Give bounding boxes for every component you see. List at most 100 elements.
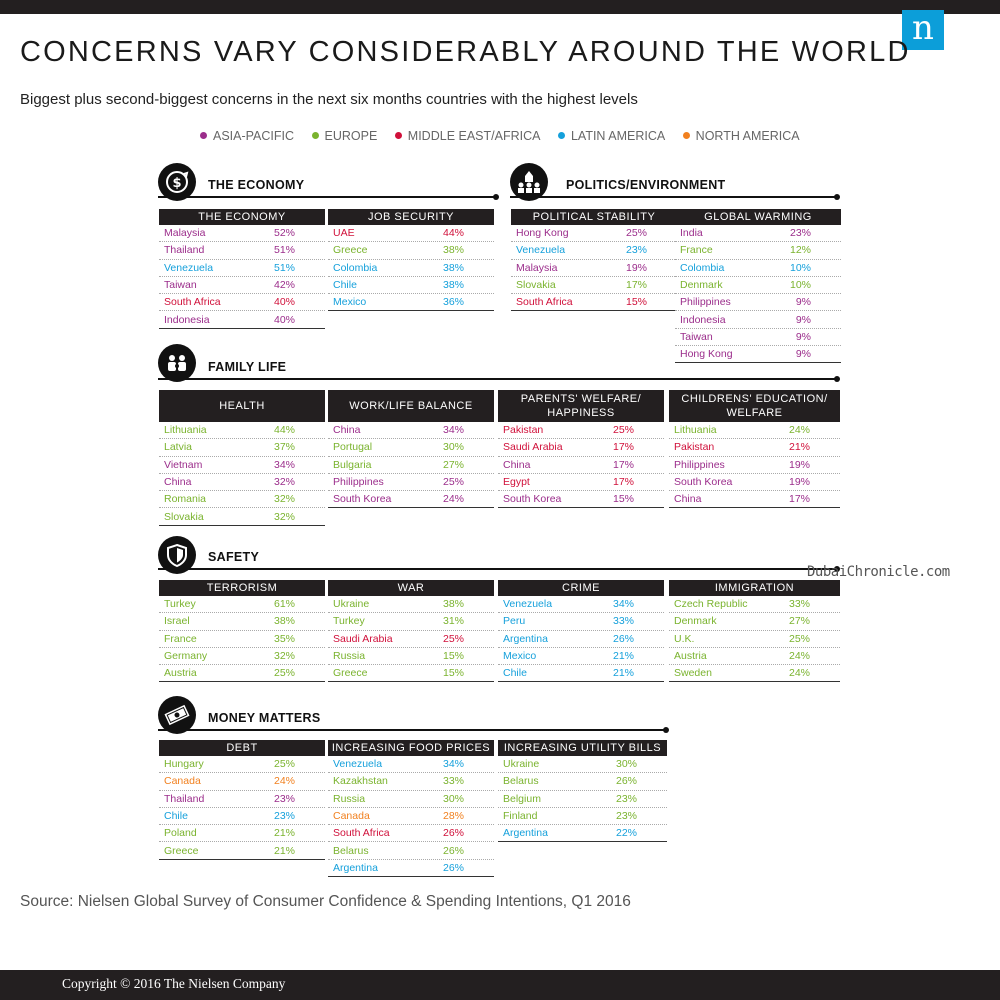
table-row: South Korea 24% xyxy=(328,491,494,509)
table-header: INCREASING UTILITY BILLS xyxy=(498,740,667,756)
page-title: CONCERNS VARY CONSIDERABLY AROUND THE WO… xyxy=(20,36,911,68)
table-parents-welfare: PARENTS' WELFARE/HAPPINESS Pakistan 25% S… xyxy=(498,390,664,509)
country: South Korea xyxy=(503,493,562,506)
legend-item-europe: EUROPE xyxy=(311,129,377,143)
country: Ukraine xyxy=(503,758,540,771)
value: 17% xyxy=(612,476,634,489)
header-line: PARENTS' WELFARE/ xyxy=(520,393,642,405)
table-the-economy: THE ECONOMY Malaysia 52% Thailand 51% Vene… xyxy=(159,209,325,329)
section-title-politics: POLITICS/ENVIRONMENT xyxy=(566,178,726,192)
copyright-text: Copyright © 2016 The Nielsen Company xyxy=(62,976,286,991)
table-row: Belarus 26% xyxy=(328,842,494,860)
country: Denmark xyxy=(680,279,723,292)
value: 25% xyxy=(442,632,464,645)
country: Germany xyxy=(164,650,208,663)
table-row: China 17% xyxy=(498,457,664,474)
table-war: WAR Ukraine 38% Turkey 31% Saudi Arabia 25%… xyxy=(328,580,494,683)
country: Austria xyxy=(674,650,707,663)
legend-dot xyxy=(311,132,319,139)
table-header: CHILDRENS' EDUCATION/WELFARE xyxy=(669,390,840,422)
country: Philippines xyxy=(680,296,731,309)
value: 33% xyxy=(442,775,464,788)
country: Belarus xyxy=(503,775,539,788)
value: 25% xyxy=(442,476,464,489)
legend-item-middle-east-africa: MIDDLE EAST/AFRICA xyxy=(394,129,540,143)
value: 22% xyxy=(615,827,637,840)
country: Chile xyxy=(503,667,527,680)
country: Hong Kong xyxy=(680,348,733,361)
country: Argentina xyxy=(503,827,548,840)
value: 19% xyxy=(788,458,810,471)
table-row: Belarus 26% xyxy=(498,773,667,791)
country: Indonesia xyxy=(680,313,726,326)
country: Thailand xyxy=(164,244,205,257)
country: Philippines xyxy=(333,476,384,489)
value: 32% xyxy=(273,510,295,523)
legend-dot xyxy=(682,132,690,139)
table-header: CRIME xyxy=(498,580,664,596)
table-row: Taiwan 42% xyxy=(159,277,325,295)
country: Greece xyxy=(333,244,368,257)
table-row: Russia 30% xyxy=(328,791,494,808)
value: 17% xyxy=(788,493,810,506)
value: 10% xyxy=(789,279,811,292)
country: Bulgaria xyxy=(333,458,372,471)
header-line: HAPPINESS xyxy=(547,407,615,419)
value: 15% xyxy=(612,493,634,506)
value: 15% xyxy=(442,650,464,663)
value: 33% xyxy=(612,615,634,628)
value: 26% xyxy=(442,861,464,874)
country: Portugal xyxy=(333,441,373,454)
country: Turkey xyxy=(164,598,196,611)
country: Chile xyxy=(164,810,188,823)
table-header: WORK/LIFE BALANCE xyxy=(328,390,494,422)
table-row: Israel 38% xyxy=(159,613,325,631)
table-row: Poland 21% xyxy=(159,825,325,843)
table-row: Philippines 9% xyxy=(675,294,841,312)
table-row: Argentina 26% xyxy=(498,631,664,648)
country: Malaysia xyxy=(164,227,206,240)
table-terrorism: TERRORISM Turkey 61% Israel 38% France 35% … xyxy=(159,580,325,683)
table-row: Vietnam 34% xyxy=(159,457,325,474)
table-header: GLOBAL WARMING xyxy=(675,209,841,225)
table-header: IMMIGRATION xyxy=(669,580,840,596)
table-row: Mexico 21% xyxy=(498,648,664,666)
table-row: Malaysia 52% xyxy=(159,225,325,243)
country: Canada xyxy=(333,810,370,823)
table-header: POLITICAL STABILITY xyxy=(511,209,677,225)
country: South Africa xyxy=(164,296,221,309)
table-row: South Africa 40% xyxy=(159,294,325,312)
table-row: Greece 21% xyxy=(159,842,325,860)
value: 25% xyxy=(788,632,810,645)
table-row: Indonesia 9% xyxy=(675,311,841,329)
value: 23% xyxy=(615,792,637,805)
value: 21% xyxy=(788,441,810,454)
section-rule xyxy=(158,376,840,382)
country: Argentina xyxy=(333,861,378,874)
country: Philippines xyxy=(674,458,725,471)
value: 32% xyxy=(273,650,295,663)
table-row: Austria 24% xyxy=(669,648,840,666)
country: Russia xyxy=(333,792,366,805)
table-row: Hungary 25% xyxy=(159,756,325,774)
table-row: South Korea 15% xyxy=(498,491,664,509)
value: 27% xyxy=(788,615,810,628)
table-row: Romania 32% xyxy=(159,491,325,509)
value: 30% xyxy=(442,441,464,454)
country: Hungary xyxy=(164,758,204,771)
value: 24% xyxy=(788,650,810,663)
table-row: Ukraine 38% xyxy=(328,596,494,614)
table-row: Colombia 38% xyxy=(328,260,494,277)
value: 25% xyxy=(625,227,647,240)
table-header: INCREASING FOOD PRICES xyxy=(328,740,494,756)
country: Taiwan xyxy=(680,330,713,343)
table-row: South Korea 19% xyxy=(669,474,840,492)
table-row: Thailand 51% xyxy=(159,242,325,260)
value: 42% xyxy=(273,279,295,292)
country: Saudi Arabia xyxy=(333,632,393,645)
section-rule xyxy=(158,727,669,733)
country: Venezuela xyxy=(164,261,214,274)
legend-label: NORTH AMERICA xyxy=(695,129,800,143)
table-row: Slovakia 17% xyxy=(511,277,677,295)
value: 25% xyxy=(273,758,295,771)
